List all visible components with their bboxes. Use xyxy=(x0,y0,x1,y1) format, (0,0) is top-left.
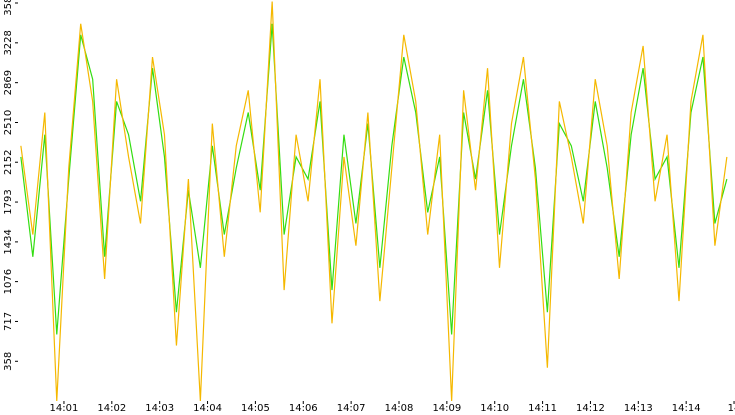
x-tick-label: 14:13 xyxy=(624,403,653,414)
x-tick-label: 14:09 xyxy=(432,403,461,414)
x-tick-label: 14:05 xyxy=(241,403,270,414)
y-tick-label: 2152 xyxy=(3,149,14,174)
x-tick-label: 14:10 xyxy=(480,403,509,414)
series-line xyxy=(20,23,728,335)
x-tick-label: 14:06 xyxy=(289,403,318,414)
x-tick-label: 14:11 xyxy=(528,403,557,414)
x-tick-label: 14:04 xyxy=(193,403,222,414)
x-tick-label: 14:07 xyxy=(337,403,366,414)
series-line xyxy=(20,1,728,402)
x-tick-label: 14:08 xyxy=(385,403,414,414)
x-tick-label: 14:03 xyxy=(145,403,174,414)
y-tick-label: 1076 xyxy=(3,269,14,294)
x-tick-label: 14:01 xyxy=(50,403,79,414)
y-tick-label: 358 xyxy=(3,352,14,371)
y-tick-label: 2510 xyxy=(3,110,14,135)
y-tick-label: 3228 xyxy=(3,30,14,55)
y-tick-label: 1434 xyxy=(3,229,14,254)
y-tick-label: 1793 xyxy=(3,189,14,214)
y-tick-label: 717 xyxy=(3,312,14,331)
x-tick-label: 14:14 xyxy=(672,403,701,414)
y-tick-label: 3587 xyxy=(3,0,14,16)
x-tick-label: 14:02 xyxy=(97,403,126,414)
x-tick-label: 14 xyxy=(728,403,735,414)
x-tick-label: 14:12 xyxy=(576,403,605,414)
y-tick-label: 2869 xyxy=(3,70,14,95)
